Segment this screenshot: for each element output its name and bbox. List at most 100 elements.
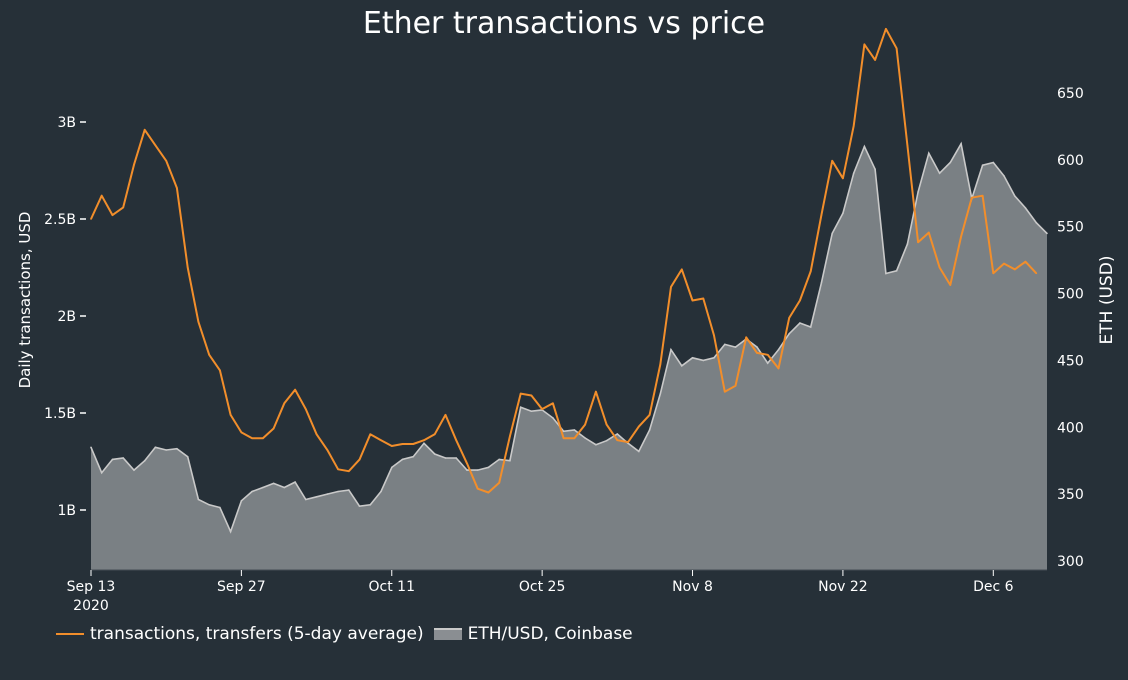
- transactions-point: [262, 437, 264, 440]
- eth-price-point: [197, 498, 200, 501]
- legend-item-transactions[interactable]: transactions, transfers (5-day average): [56, 624, 424, 644]
- eth-price-point: [423, 442, 425, 445]
- transactions-point: [992, 272, 995, 275]
- eth-price-point: [670, 348, 672, 351]
- legend-item-eth-price[interactable]: ETH/USD, Coinbase: [433, 624, 633, 644]
- transactions-point: [90, 218, 92, 220]
- transactions-point: [412, 443, 415, 445]
- y-axis-right-title: ETH (USD): [1097, 256, 1117, 345]
- transactions-point: [176, 187, 178, 189]
- transactions-point: [476, 487, 479, 490]
- transactions-point: [777, 367, 780, 370]
- y-left-tick-label: 1B: [57, 503, 76, 519]
- eth-price-point: [552, 417, 554, 419]
- transactions-point: [519, 392, 522, 395]
- eth-price-point: [487, 466, 490, 469]
- eth-price-point: [917, 191, 919, 193]
- transactions-point: [100, 194, 103, 197]
- eth-price-point: [294, 481, 296, 483]
- eth-price-point: [519, 406, 522, 409]
- eth-price-point: [315, 496, 318, 498]
- eth-price-point: [219, 506, 221, 509]
- transactions-point: [466, 462, 468, 465]
- transactions-point: [369, 433, 372, 436]
- transactions-point: [799, 299, 801, 302]
- transactions-point: [154, 144, 157, 147]
- transactions-point: [595, 390, 597, 393]
- chart-title: Ether transactions vs price: [362, 6, 766, 41]
- eth-price-point: [1014, 195, 1016, 197]
- transactions-point: [949, 284, 952, 286]
- y-right-tick-label: 400: [1057, 420, 1084, 436]
- eth-price-point: [272, 482, 275, 485]
- transactions-point: [251, 437, 253, 440]
- eth-price-point: [702, 359, 705, 362]
- eth-price-point: [1035, 221, 1038, 224]
- eth-price-point: [885, 272, 887, 275]
- transactions-point: [1035, 272, 1038, 275]
- transactions-point: [852, 125, 855, 127]
- eth-price-point: [455, 457, 458, 459]
- eth-price-point: [906, 243, 909, 245]
- transactions-point: [455, 439, 458, 442]
- eth-price-point: [369, 504, 372, 506]
- transactions-point: [498, 482, 501, 484]
- eth-price-point: [154, 446, 157, 449]
- transactions-point: [809, 270, 812, 273]
- eth-price-point: [659, 393, 662, 395]
- legend-label-eth-price: ETH/USD, Coinbase: [467, 624, 633, 644]
- eth-price-point: [530, 410, 533, 413]
- eth-price-point: [960, 143, 962, 145]
- transactions-line-layer: [90, 27, 1038, 494]
- transactions-point: [272, 427, 275, 430]
- eth-price-point: [638, 450, 640, 453]
- transactions-point: [1014, 268, 1016, 271]
- transactions-point: [541, 408, 543, 410]
- transactions-point: [928, 231, 930, 234]
- transactions-point: [842, 177, 844, 180]
- legend: transactions, transfers (5-day average) …: [56, 622, 643, 646]
- y-right-tick-label: 600: [1057, 153, 1084, 169]
- transactions-point: [229, 414, 232, 416]
- eth-price-point: [788, 332, 790, 335]
- eth-price-point: [240, 500, 243, 502]
- transactions-point: [713, 334, 715, 337]
- eth-price-point: [831, 232, 833, 235]
- transactions-point: [380, 439, 382, 442]
- transactions-point: [648, 414, 651, 416]
- eth-price-point: [444, 457, 447, 459]
- transactions-point: [208, 354, 210, 356]
- eth-price-point: [326, 493, 329, 495]
- eth-price-point: [820, 282, 823, 284]
- transactions-point: [315, 433, 318, 436]
- eth-price-point: [165, 449, 167, 451]
- eth-price-point: [595, 443, 597, 446]
- y-right-tick-label: 450: [1057, 353, 1084, 369]
- eth-price-point: [691, 357, 694, 359]
- eth-price-point: [251, 490, 253, 493]
- eth-price-point: [949, 161, 952, 164]
- eth-price-point: [573, 429, 576, 431]
- transactions-point: [863, 43, 866, 46]
- eth-price-point: [874, 168, 876, 170]
- transactions-point: [820, 214, 823, 216]
- y-right-tick-label: 500: [1057, 287, 1084, 303]
- x-tick-label: Dec 6: [973, 579, 1014, 595]
- eth-price-point: [863, 145, 866, 148]
- transactions-point: [122, 206, 124, 209]
- y-right-tick-label: 300: [1057, 554, 1084, 570]
- eth-price-point: [938, 172, 941, 174]
- eth-price-point: [305, 498, 307, 501]
- eth-price-point: [842, 212, 844, 215]
- eth-price-point: [981, 164, 984, 166]
- eth-price-point: [562, 430, 565, 433]
- transactions-point: [391, 445, 393, 447]
- eth-price-point: [111, 458, 114, 461]
- transactions-point: [111, 214, 114, 216]
- transactions-point: [831, 160, 833, 162]
- transactions-point: [530, 394, 533, 397]
- transactions-point: [670, 286, 672, 288]
- x-tick-label: Oct 25: [519, 579, 565, 595]
- transactions-point: [584, 423, 586, 426]
- eth-price-point: [1024, 207, 1027, 209]
